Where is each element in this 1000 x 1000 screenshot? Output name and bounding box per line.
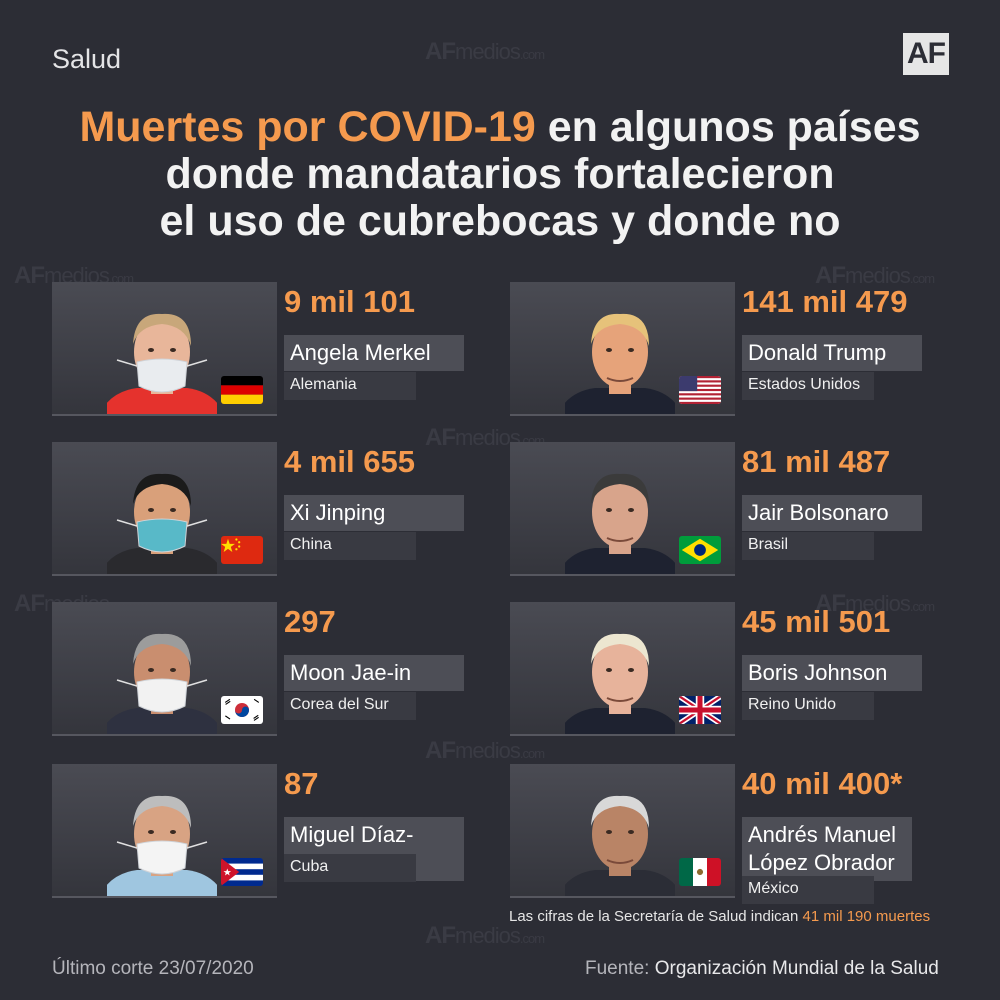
watermark-logo: AFmedios.com (815, 590, 935, 617)
leader-photo (52, 602, 277, 734)
leader-card: 297 Moon Jae-in Corea del Sur (52, 602, 482, 736)
leader-card: 45 mil 501 Boris Johnson Reino Unido (510, 602, 940, 736)
brazil-flag-icon (679, 536, 721, 564)
country-name: Alemania (284, 372, 416, 400)
death-count: 40 mil 400* (742, 766, 903, 801)
watermark-logo: AFmedios.com (425, 38, 545, 65)
watermark-logo: AFmedios.com (815, 262, 935, 289)
leader-card: 9 mil 101 Angela Merkel Alemania (52, 282, 482, 416)
leader-name: Boris Johnson (742, 655, 922, 691)
card-divider (510, 734, 735, 736)
death-count: 45 mil 501 (742, 604, 891, 639)
leader-name: Moon Jae-in (284, 655, 464, 691)
cuba-flag-icon (221, 858, 263, 886)
title-line-2: donde mandatarios fortalecieron (165, 150, 835, 198)
leader-photo (510, 442, 735, 574)
section-label: Salud (52, 44, 122, 74)
death-count: 9 mil 101 (284, 284, 415, 319)
leader-name: Xi Jinping (284, 495, 464, 531)
leader-card: 81 mil 487 Jair Bolsonaro Brasil (510, 442, 940, 576)
usa-flag-icon (679, 376, 721, 404)
country-name: China (284, 532, 416, 560)
leader-photo (510, 282, 735, 414)
secretaria-note: Las cifras de la Secretaría de Salud ind… (509, 908, 931, 925)
leader-card: 141 mil 479 Donald Trump Estados Unidos (510, 282, 940, 416)
card-divider (52, 574, 277, 576)
south-korea-flag-icon (221, 696, 263, 724)
card-divider (52, 734, 277, 736)
china-flag-icon (221, 536, 263, 564)
leader-name: Donald Trump (742, 335, 922, 371)
death-count: 141 mil 479 (742, 284, 908, 319)
af-logo: AF (903, 33, 949, 75)
title-line-3: el uso de cubrebocas y donde no (159, 197, 841, 245)
card-divider (52, 896, 277, 898)
leader-photo (510, 764, 735, 896)
title-highlight: Muertes por COVID-19 (79, 103, 536, 151)
germany-flag-icon (221, 376, 263, 404)
leader-photo (52, 282, 277, 414)
country-name: Cuba (284, 854, 416, 882)
leader-name: Andrés Manuel López Obrador (742, 817, 912, 881)
card-divider (510, 896, 735, 898)
death-count: 81 mil 487 (742, 444, 891, 479)
page-title: Muertes por COVID-19 en algunos países d… (20, 104, 980, 245)
country-name: Corea del Sur (284, 692, 416, 720)
mexico-flag-icon (679, 858, 721, 886)
leader-card: 4 mil 655 Xi Jinping China (52, 442, 482, 576)
card-divider (510, 574, 735, 576)
watermark-logo: AFmedios.com (425, 737, 545, 764)
card-divider (510, 414, 735, 416)
leader-card: 40 mil 400* Andrés Manuel López Obrador Mé… (510, 764, 940, 904)
card-divider (52, 414, 277, 416)
leader-photo (52, 442, 277, 574)
watermark-logo: AFmedios.com (425, 922, 545, 949)
cutoff-date: Último corte 23/07/2020 (52, 958, 254, 979)
country-name: Reino Unido (742, 692, 874, 720)
country-name: Estados Unidos (742, 372, 874, 400)
leader-photo (52, 764, 277, 896)
title-rest: en algunos países (535, 103, 921, 151)
death-count: 87 (284, 766, 319, 801)
death-count: 4 mil 655 (284, 444, 415, 479)
country-name: Brasil (742, 532, 874, 560)
source-credit: Fuente: Organización Mundial de la Salud (585, 958, 939, 979)
leader-photo (510, 602, 735, 734)
leader-name: Angela Merkel (284, 335, 464, 371)
leader-name: Jair Bolsonaro (742, 495, 922, 531)
death-count: 297 (284, 604, 336, 639)
uk-flag-icon (679, 696, 721, 724)
country-name: México (742, 876, 874, 904)
